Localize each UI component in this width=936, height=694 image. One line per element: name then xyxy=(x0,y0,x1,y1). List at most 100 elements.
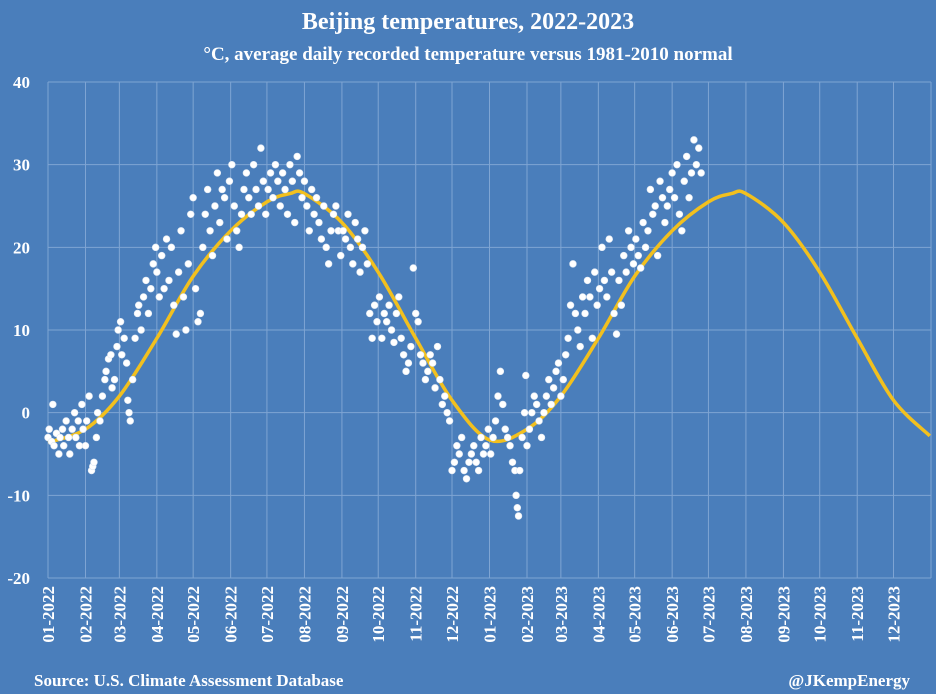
data-point xyxy=(124,396,132,404)
data-point xyxy=(554,359,563,367)
data-point xyxy=(286,160,294,169)
y-tick-label: 10 xyxy=(13,321,30,340)
data-point xyxy=(81,442,90,450)
data-point xyxy=(598,243,606,252)
data-point xyxy=(622,268,630,276)
data-point xyxy=(385,301,393,309)
data-point xyxy=(98,392,107,400)
x-tick-label: 02-2022 xyxy=(76,586,95,643)
data-point xyxy=(375,293,384,301)
x-tick-label: 05-2022 xyxy=(184,586,203,643)
data-point xyxy=(595,284,604,293)
data-point xyxy=(220,194,229,202)
data-point xyxy=(373,318,381,326)
data-point xyxy=(68,425,76,433)
data-point xyxy=(636,264,645,272)
data-point xyxy=(460,466,468,475)
data-point xyxy=(576,342,584,351)
data-point xyxy=(607,268,616,276)
x-axis-ticks: 01-2022 02-2022 03-2022 04-2022 05-2022 06-20… xyxy=(39,586,904,643)
y-tick-label: -20 xyxy=(7,569,30,588)
data-point xyxy=(110,375,119,384)
data-point xyxy=(92,433,101,442)
data-point xyxy=(64,433,73,442)
data-point xyxy=(281,185,289,194)
data-point xyxy=(113,342,121,351)
data-point xyxy=(310,210,318,218)
data-point xyxy=(482,442,490,450)
data-point xyxy=(337,251,345,260)
data-point xyxy=(305,227,313,235)
x-tick-label: 05-2023 xyxy=(626,586,645,643)
data-point xyxy=(324,260,333,268)
data-point xyxy=(96,417,104,425)
data-point xyxy=(271,160,280,169)
data-point xyxy=(624,227,633,235)
data-point xyxy=(520,408,529,417)
data-point xyxy=(629,260,638,268)
data-point xyxy=(126,417,134,425)
data-point xyxy=(196,309,205,318)
y-tick-label: 40 xyxy=(13,73,30,92)
data-point xyxy=(131,334,139,342)
x-tick-label: 10-2022 xyxy=(369,586,388,643)
data-point xyxy=(315,218,323,227)
data-point xyxy=(545,375,553,384)
data-point xyxy=(72,433,80,442)
data-point xyxy=(641,243,650,252)
data-point xyxy=(370,301,379,309)
data-point xyxy=(358,243,367,252)
data-point xyxy=(116,318,125,326)
data-point xyxy=(522,371,530,380)
data-point xyxy=(414,318,422,326)
data-point xyxy=(591,268,599,276)
data-point xyxy=(605,235,613,243)
data-point xyxy=(125,408,133,417)
data-point xyxy=(247,210,255,218)
data-point xyxy=(158,251,166,260)
data-point xyxy=(438,400,447,409)
data-point xyxy=(151,243,160,252)
data-point xyxy=(194,318,202,326)
data-point xyxy=(557,392,565,400)
data-point xyxy=(249,160,258,169)
data-point xyxy=(283,210,292,218)
x-tick-label: 10-2023 xyxy=(811,586,830,643)
data-point xyxy=(578,293,587,301)
data-point xyxy=(421,375,430,384)
data-point xyxy=(646,185,655,194)
data-point xyxy=(528,408,536,417)
data-point xyxy=(668,169,676,177)
data-point xyxy=(62,417,70,425)
data-point xyxy=(298,194,306,202)
data-point xyxy=(184,260,193,268)
x-tick-label: 07-2023 xyxy=(699,586,718,643)
data-point xyxy=(491,417,500,425)
data-point xyxy=(649,210,657,218)
data-point xyxy=(257,144,265,152)
x-tick-label: 06-2023 xyxy=(663,586,682,643)
data-point xyxy=(436,375,444,384)
data-point xyxy=(167,243,176,252)
data-point xyxy=(457,433,466,442)
data-point xyxy=(537,433,546,442)
data-point xyxy=(139,293,148,301)
data-point xyxy=(170,301,178,309)
data-point xyxy=(341,235,350,243)
data-point xyxy=(320,202,328,210)
data-point xyxy=(235,243,243,252)
x-tick-label: 09-2023 xyxy=(774,586,793,643)
data-point xyxy=(56,433,64,442)
data-point xyxy=(240,185,248,194)
data-point xyxy=(450,458,459,466)
data-point xyxy=(122,359,131,367)
data-point xyxy=(189,194,197,202)
data-point xyxy=(474,466,483,475)
data-point xyxy=(467,450,476,458)
data-point xyxy=(639,218,647,227)
data-point xyxy=(503,433,512,442)
data-point xyxy=(399,351,408,359)
data-point xyxy=(83,417,91,425)
data-point xyxy=(496,367,505,376)
